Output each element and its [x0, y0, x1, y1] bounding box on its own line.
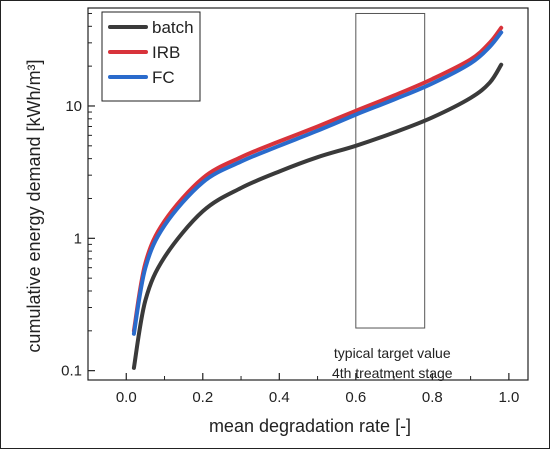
- annotation-layer: typical target value 4th treatment stage: [332, 12, 453, 381]
- series-irb-line: [131, 25, 504, 333]
- series-batch-line: [131, 62, 504, 370]
- legend-label-batch: batch: [152, 18, 194, 37]
- y-axis-title: cumulative energy demand [kWh/m³]: [24, 59, 44, 352]
- legend-label-fc: FC: [152, 68, 175, 87]
- y-tick-label: 0.1: [61, 363, 82, 380]
- legend: batch IRB FC: [101, 11, 201, 102]
- series-fc-line: [131, 30, 504, 336]
- x-tick-label: 0.2: [192, 389, 213, 406]
- target-range-box: [355, 12, 426, 329]
- x-axis-title: mean degradation rate [-]: [209, 416, 411, 436]
- series-layer: [131, 25, 504, 370]
- x-tick-label: 0.8: [422, 389, 443, 406]
- x-tick-label: 0.4: [269, 389, 290, 406]
- y-tick-label: 10: [65, 98, 82, 115]
- plot-area: [87, 7, 529, 381]
- x-tick-label: 0.0: [116, 389, 137, 406]
- annotation-line-2: 4th treatment stage: [332, 365, 453, 381]
- x-tick-label: 1.0: [498, 389, 519, 406]
- annotation-line-1: typical target value: [334, 345, 451, 361]
- axes: 0.0 0.2 0.4 0.6 0.8 1.0 0.1 1 10: [61, 12, 519, 406]
- x-tick-label: 0.6: [345, 389, 366, 406]
- y-tick-label: 1: [74, 230, 82, 247]
- legend-label-irb: IRB: [152, 43, 180, 62]
